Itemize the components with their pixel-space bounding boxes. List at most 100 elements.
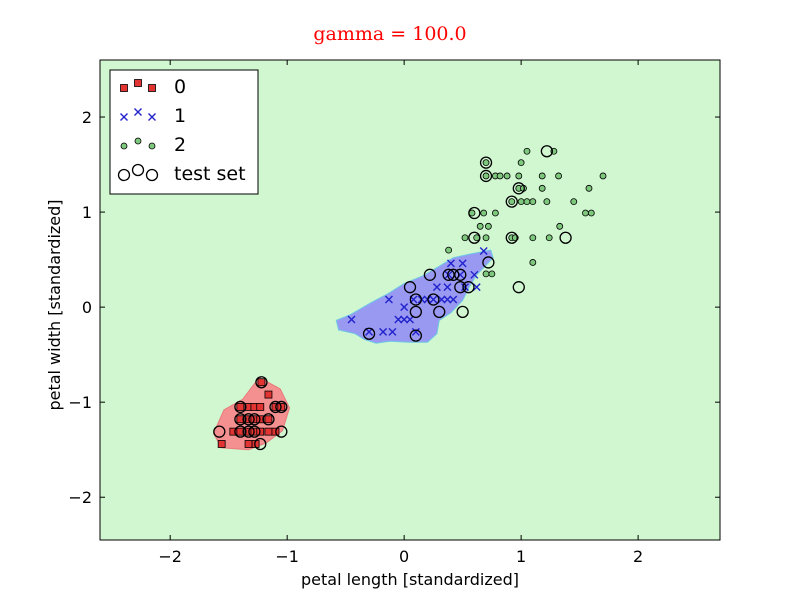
point-1 [470,270,479,279]
point-1 [400,315,409,324]
point-1 [347,315,356,324]
point-2 [523,198,531,206]
point-0 [256,403,265,411]
point-2 [482,172,490,180]
point-test-set [427,293,440,306]
legend-marker-1 [134,108,142,116]
point-1 [406,315,414,324]
point-2 [599,172,607,180]
point-1 [429,295,438,304]
point-2 [496,172,504,180]
x-tick-label: 2 [633,547,643,566]
legend-marker-2 [134,137,142,145]
point-1 [388,327,397,336]
point-test-set [479,156,493,169]
y-tick-label: 0 [82,298,92,317]
point-2 [482,234,490,242]
legend-label-test-set: test set [174,163,246,185]
point-1 [479,247,488,256]
x-tick-label: −2 [158,547,182,566]
point-2 [538,184,546,192]
legend-marker-1 [148,113,156,121]
point-2 [517,198,525,206]
point-test-set [242,413,255,426]
point-test-set [409,293,422,306]
point-2 [484,222,492,230]
point-test-set [423,268,437,281]
y-tick-label: 2 [82,108,92,127]
point-2 [480,209,488,217]
point-test-set [248,413,261,426]
point-test-set [409,305,422,319]
point-2 [491,209,499,217]
point-2 [538,172,546,180]
point-0 [244,440,253,448]
point-test-set [468,206,481,220]
point-test-set [213,425,226,438]
point-1 [443,295,452,304]
point-test-set [505,231,518,244]
point-1 [458,259,467,268]
point-test-set [505,195,518,208]
chart-title: gamma = 100.0 [313,23,466,45]
point-test-set [479,169,493,183]
point-test-set [275,425,288,438]
point-2 [585,184,593,192]
point-0 [257,378,266,387]
point-test-set [433,305,446,319]
point-test-set [234,400,247,414]
point-1 [432,283,441,292]
point-2 [461,234,469,242]
point-0 [236,415,245,424]
legend-marker-0 [134,79,142,87]
point-test-set [559,231,572,244]
point-1 [365,327,374,336]
point-0 [217,440,226,448]
legend-marker-0 [120,84,128,92]
point-0 [236,427,245,436]
point-2 [517,159,525,167]
point-0 [264,427,273,436]
point-1 [449,295,458,304]
point-test-set [234,425,247,438]
x-tick-label: 1 [516,547,526,566]
point-test-set [442,268,455,281]
point-test-set [409,329,422,342]
point-2 [503,172,511,180]
legend-marker-test-set [145,168,159,182]
legend-marker-2 [148,142,156,150]
point-2 [529,234,537,242]
point-test-set [262,413,275,426]
point-2 [515,172,523,180]
legend-label-0: 0 [174,76,186,98]
point-test-set [254,437,267,451]
point-2 [482,159,490,167]
legend-box [109,69,259,195]
point-1 [446,259,455,268]
point-test-set [447,268,460,281]
point-test-set [454,281,467,294]
plot-frame [99,59,721,541]
point-test-set [468,231,481,244]
legend-marker-2 [120,142,128,150]
point-test-set [255,376,268,389]
point-1 [443,283,452,292]
point-2 [582,209,589,217]
point-0 [236,403,245,411]
point-2 [476,222,484,230]
point-test-set [456,305,469,319]
point-1 [394,315,403,324]
point-1 [472,283,481,292]
point-test-set [512,182,525,195]
point-2 [529,259,537,266]
point-2 [570,198,578,206]
point-2 [545,234,553,242]
legend-marker-0 [148,84,156,92]
point-1 [437,295,446,304]
point-test-set [482,256,495,269]
y-tick-label: −2 [68,488,92,507]
point-2 [555,172,562,180]
y-axis-label: petal width [standardized] [45,199,64,410]
point-1 [384,295,393,304]
